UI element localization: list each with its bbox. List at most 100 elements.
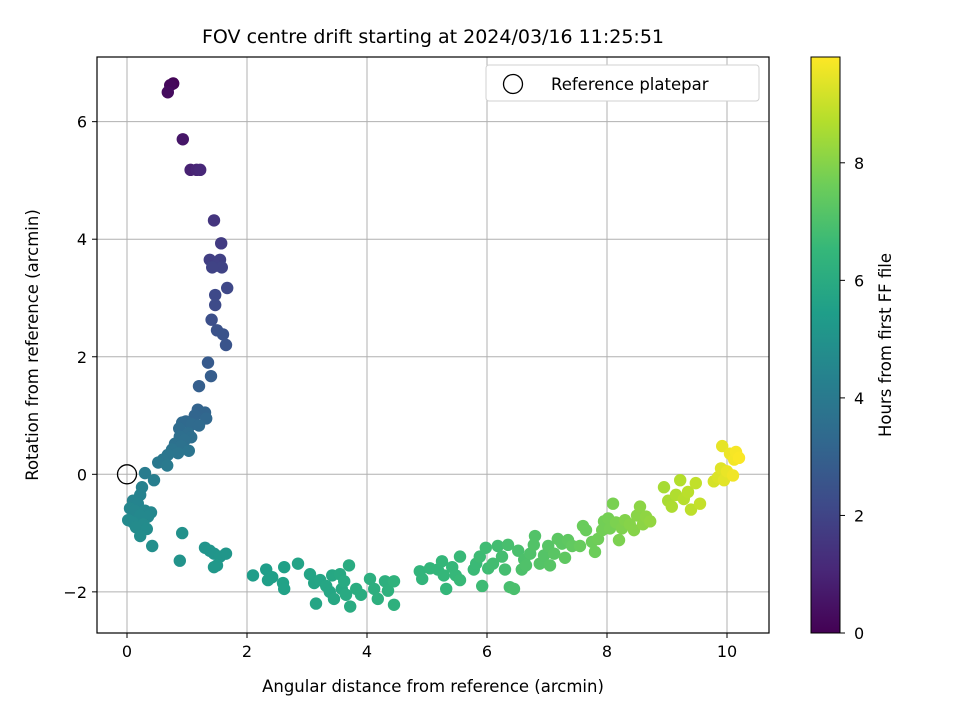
data-point: [205, 313, 218, 326]
data-point: [479, 541, 492, 554]
data-point: [206, 261, 219, 274]
colorbar: [810, 56, 841, 634]
data-point: [512, 544, 525, 557]
data-point: [627, 523, 641, 537]
data-points: [122, 77, 746, 613]
x-tick-label: 8: [602, 642, 612, 661]
data-point: [261, 573, 275, 587]
data-point: [387, 575, 401, 588]
colorbar-tick-label: 2: [854, 506, 864, 525]
colorbar-tick-label: 0: [854, 624, 864, 643]
data-point: [204, 369, 218, 383]
data-point: [192, 419, 206, 432]
data-point: [278, 582, 291, 596]
data-point: [209, 288, 222, 302]
data-point: [612, 533, 626, 547]
data-point: [215, 237, 228, 250]
reference-platepar-point: [116, 464, 138, 485]
data-point: [453, 573, 467, 587]
plot-frame: [96, 56, 770, 634]
data-point: [486, 557, 500, 570]
data-point: [344, 600, 357, 613]
x-axis-label: Angular distance from reference (arcmin): [262, 677, 604, 696]
data-point: [161, 459, 174, 472]
data-point: [665, 500, 678, 513]
data-point: [548, 547, 561, 560]
colorbar-tick-label: 6: [854, 271, 864, 290]
data-point: [491, 539, 504, 553]
data-point: [537, 549, 551, 562]
data-point: [201, 356, 215, 369]
data-point: [134, 529, 147, 543]
colorbar-tick-label: 4: [854, 389, 864, 408]
data-point: [371, 592, 384, 606]
y-axis-label: Rotation from reference (arcmin): [23, 209, 42, 481]
data-point: [732, 451, 746, 465]
data-point: [416, 572, 429, 586]
x-tick-label: 2: [242, 642, 252, 661]
y-tick-label: −2: [63, 583, 87, 602]
data-point: [657, 481, 671, 494]
data-point: [684, 503, 698, 516]
y-tick-label: 6: [77, 113, 87, 132]
data-point: [644, 515, 657, 528]
data-point: [221, 281, 234, 295]
data-point: [176, 526, 189, 540]
x-axis-ticks: 0 2 4 6 8 10: [122, 633, 737, 661]
x-tick-label: 4: [362, 642, 372, 661]
y-tick-label: 4: [77, 230, 87, 249]
data-point: [171, 446, 185, 460]
data-point: [387, 598, 401, 611]
data-point: [207, 214, 221, 227]
data-point: [689, 476, 702, 490]
y-axis-ticks: −2 0 2 4 6: [63, 113, 97, 602]
data-point: [339, 588, 353, 601]
data-point: [378, 575, 392, 588]
legend-box: [485, 64, 760, 102]
data-point: [588, 545, 602, 559]
data-point: [363, 572, 377, 586]
x-tick-label: 6: [482, 642, 492, 661]
data-point: [215, 261, 228, 274]
data-point: [501, 538, 515, 552]
data-point: [498, 563, 512, 576]
data-point: [674, 473, 687, 487]
data-point: [381, 584, 395, 597]
data-point: [716, 439, 729, 453]
data-point: [435, 555, 449, 568]
data-point: [693, 497, 707, 510]
data-point: [176, 133, 189, 146]
data-point: [453, 550, 467, 563]
data-point: [219, 338, 233, 352]
data-point: [207, 560, 221, 574]
y-tick-label: 0: [77, 465, 87, 484]
data-point: [507, 582, 521, 596]
data-point: [309, 597, 323, 610]
data-point: [519, 559, 533, 572]
legend: Reference platepar: [485, 64, 760, 102]
data-point: [209, 298, 222, 312]
data-point: [476, 579, 489, 593]
data-point: [327, 592, 341, 606]
data-point: [440, 582, 453, 596]
data-point: [495, 550, 509, 563]
grid-lines: [97, 57, 769, 633]
data-point: [543, 559, 557, 572]
data-point: [633, 500, 647, 513]
data-point: [182, 444, 195, 457]
x-tick-label: 10: [717, 642, 737, 661]
chart-title: FOV centre drift starting at 2024/03/16 …: [202, 26, 664, 48]
data-point: [606, 497, 620, 510]
data-point: [173, 554, 186, 567]
colorbar-ticks: 0 2 4 6 8: [840, 154, 864, 643]
legend-marker-icon: [502, 73, 524, 95]
data-point: [219, 547, 233, 560]
data-point: [278, 560, 291, 574]
data-point: [579, 523, 593, 537]
data-point: [528, 529, 542, 543]
data-point: [437, 569, 450, 582]
data-point: [146, 539, 159, 553]
data-point: [147, 473, 161, 487]
colorbar-tick-label: 8: [854, 154, 864, 173]
